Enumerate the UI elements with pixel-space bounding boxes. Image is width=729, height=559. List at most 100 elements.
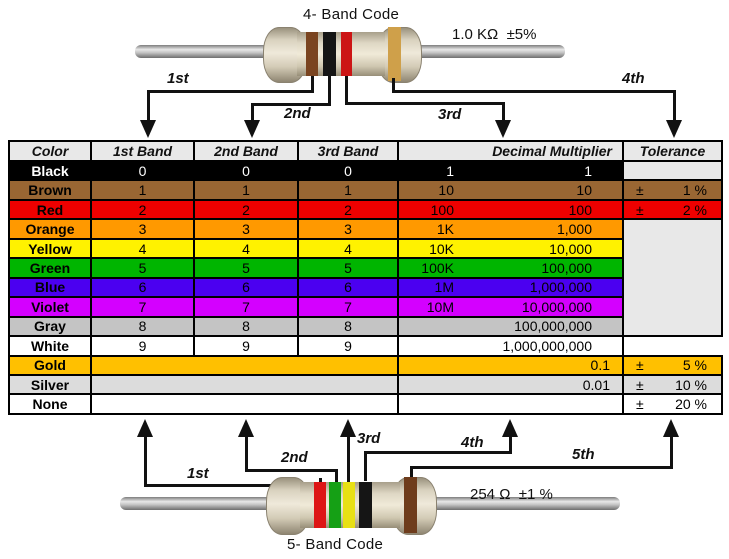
- table-row: Green 5 5 5 100K 100,000: [8, 257, 722, 279]
- band2-cell: 7: [193, 296, 299, 318]
- band-pointer-label: 3rd: [438, 106, 462, 123]
- band2-cell: 5: [193, 257, 299, 279]
- arrow-line: [345, 76, 348, 105]
- arrow-line: [502, 102, 505, 122]
- band-pointer-label: 2nd: [281, 449, 308, 466]
- arrow-down-icon: [495, 120, 511, 138]
- multiplier-cell: 0.1: [397, 354, 624, 377]
- band-1-red: [314, 482, 326, 528]
- table-row: Yellow 4 4 4 10K 10,000: [8, 237, 722, 260]
- table-row: Silver 0.01 ± 10 %: [8, 373, 723, 396]
- arrow-line: [245, 436, 248, 472]
- color-cell: Gold: [8, 354, 92, 377]
- tolerance-cell: ± 2 %: [622, 198, 723, 221]
- arrow-line: [245, 469, 338, 472]
- header-tolerance: Tolerance: [622, 140, 723, 162]
- band3-cell: 8: [297, 315, 399, 338]
- band3-cell: 9: [297, 335, 399, 357]
- multiplier-cell: 100 100: [397, 198, 624, 221]
- table-row: Brown 1 1 1 10 10 ± 1 %: [8, 179, 723, 201]
- tolerance-cell: ± 10 %: [622, 373, 723, 396]
- arrow-up-icon: [137, 419, 153, 437]
- arrow-line: [144, 484, 322, 487]
- band2-cell: 3: [193, 218, 299, 240]
- arrow-down-icon: [666, 120, 682, 138]
- color-cell: Silver: [8, 373, 92, 396]
- arrow-down-icon: [244, 120, 260, 138]
- table-row: Black 0 0 0 1 1: [8, 159, 723, 182]
- arrow-line: [673, 90, 676, 122]
- table-header: Color 1st Band 2nd Band 3rd Band Decimal…: [8, 140, 723, 162]
- band1-cell: 8: [90, 315, 195, 338]
- arrow-line: [410, 466, 413, 479]
- band2-cell: 0: [193, 159, 299, 182]
- arrow-line: [345, 102, 505, 105]
- header-decimal-multiplier: Decimal Multiplier: [397, 140, 624, 162]
- arrow-line: [366, 451, 512, 454]
- color-cell: Red: [8, 198, 92, 221]
- arrow-line: [311, 76, 314, 93]
- band2-cell: 2: [193, 198, 299, 221]
- color-cell: Orange: [8, 218, 92, 240]
- tolerance-cell: ± 5 %: [622, 354, 723, 377]
- color-cell: Green: [8, 257, 92, 279]
- multiplier-cell: 100,000,000: [397, 315, 624, 338]
- multiplier-cell: [397, 393, 624, 415]
- table-row: Violet 7 7 7 10M 10,000,000: [8, 296, 722, 318]
- arrow-line: [251, 103, 254, 122]
- table-row: Blue 6 6 6 1M 1,000,000: [8, 276, 722, 299]
- band-2-black: [323, 32, 336, 76]
- color-cell: Yellow: [8, 237, 92, 260]
- header-2nd-band: 2nd Band: [193, 140, 299, 162]
- band2-cell: 1: [193, 179, 299, 201]
- arrow-line: [251, 103, 331, 106]
- band3-cell: 7: [297, 296, 399, 318]
- band3-cell: 2: [297, 198, 399, 221]
- band-pointer-label: 5th: [572, 446, 595, 463]
- band-pointer-label: 4th: [461, 434, 484, 451]
- band1-cell: 4: [90, 237, 195, 260]
- band3-cell: 6: [297, 276, 399, 299]
- color-cell: Blue: [8, 276, 92, 299]
- bands-merged-cell: [90, 354, 399, 377]
- header-3rd-band: 3rd Band: [297, 140, 399, 162]
- tolerance-cell: [622, 159, 723, 182]
- multiplier-cell: 1K 1,000: [397, 218, 624, 240]
- color-cell: White: [8, 335, 92, 357]
- arrow-up-icon: [502, 419, 518, 437]
- arrow-up-icon: [663, 419, 679, 437]
- five-band-title: 5- Band Code: [287, 536, 384, 553]
- resistor-value-label: 254 Ω ±1 %: [470, 486, 553, 503]
- band-3-yellow: [343, 482, 355, 528]
- band3-cell: 3: [297, 218, 399, 240]
- arrow-line: [392, 90, 676, 93]
- arrow-line: [147, 90, 314, 93]
- four-band-title: 4- Band Code: [303, 6, 400, 23]
- multiplier-cell: 1,000,000,000: [397, 335, 624, 357]
- band3-cell: 4: [297, 237, 399, 260]
- multiplier-cell: 10 10: [397, 179, 624, 201]
- arrow-up-icon: [340, 419, 356, 437]
- band3-cell: 1: [297, 179, 399, 201]
- tolerance-cell: ± 1 %: [622, 179, 723, 201]
- color-code-table: Color 1st Band 2nd Band 3rd Band Decimal…: [8, 140, 723, 415]
- band-2-green: [329, 482, 341, 528]
- table-row: Gold 0.1 ± 5 %: [8, 354, 723, 377]
- bands-merged-cell: [90, 393, 399, 415]
- color-cell: Violet: [8, 296, 92, 318]
- band-1-brown: [306, 32, 318, 76]
- arrow-down-icon: [140, 120, 156, 138]
- band2-cell: 9: [193, 335, 299, 357]
- arrow-line: [670, 436, 673, 469]
- band1-cell: 3: [90, 218, 195, 240]
- band-pointer-label: 2nd: [284, 105, 311, 122]
- band1-cell: 0: [90, 159, 195, 182]
- color-cell: Brown: [8, 179, 92, 201]
- arrow-line: [147, 90, 150, 122]
- band1-cell: 9: [90, 335, 195, 357]
- band1-cell: 1: [90, 179, 195, 201]
- band-4-black: [359, 482, 372, 528]
- band-5-brown: [404, 477, 417, 533]
- multiplier-cell: 0.01: [397, 373, 624, 396]
